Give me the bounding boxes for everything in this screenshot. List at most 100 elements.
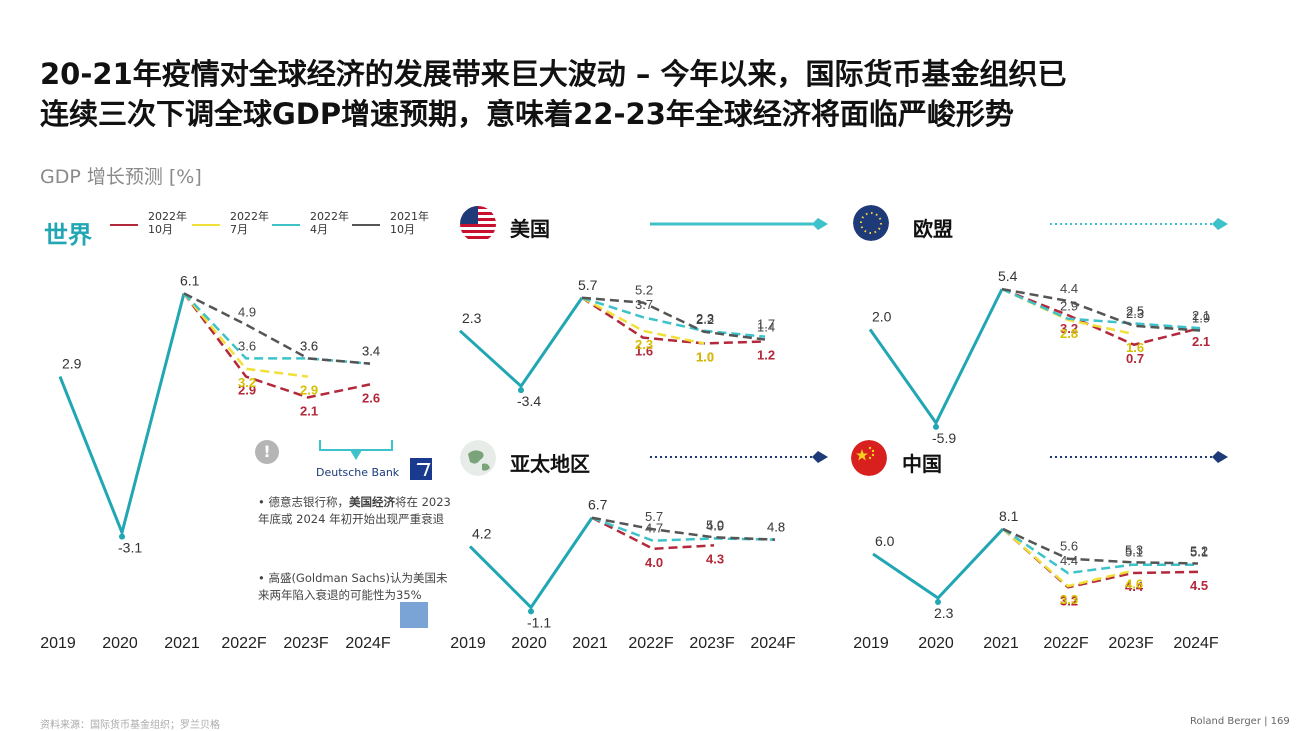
series-value-label: 4.8 — [767, 520, 785, 535]
history-value-label: 6.7 — [588, 497, 608, 513]
eu-arrow-head — [1212, 218, 1228, 230]
x-tick-label: 2020 — [102, 635, 138, 652]
series-value-label: 2.5 — [1126, 303, 1144, 318]
series-value-label: 1.0 — [696, 349, 714, 364]
history-value-label: -3.1 — [118, 540, 142, 556]
history-value-label: 2.0 — [872, 308, 892, 324]
us-label: 美国 — [510, 217, 550, 241]
series-value-label: 1.2 — [757, 347, 775, 362]
history-value-label: 4.2 — [472, 525, 492, 541]
series-value-label: 5.2 — [1190, 544, 1208, 559]
apac-globe-icon — [460, 440, 496, 476]
series-value-label: 2.6 — [362, 390, 380, 405]
legend-swatch — [272, 224, 300, 226]
history-value-label: 6.1 — [180, 272, 200, 288]
eu-flag-icon — [853, 205, 889, 241]
series-value-label: 3.6 — [238, 338, 256, 353]
series-value-label: 5.7 — [645, 509, 663, 524]
series-value-label: 3.4 — [362, 344, 380, 359]
series-value-label: 4.0 — [645, 555, 663, 570]
exclamation-icon: ! — [255, 440, 279, 464]
x-tick-label: 2022F — [628, 635, 674, 652]
series-line — [1001, 287, 1201, 332]
us-flag-icon — [460, 206, 496, 242]
note1-bold: 美国经济 — [348, 495, 395, 509]
series-value-label: 2.2 — [696, 312, 714, 327]
history-value-label: 2.3 — [934, 605, 954, 621]
us-arrow-head — [812, 218, 828, 230]
series-value-label: 2.8 — [1060, 326, 1078, 341]
legend-swatch — [352, 224, 380, 226]
series-value-label: 4.8 — [767, 520, 785, 535]
history-value-label: -5.9 — [932, 430, 956, 446]
legend-swatch — [110, 224, 138, 226]
x-tick-label: 2021 — [983, 635, 1019, 652]
series-line — [581, 296, 766, 338]
series-value-label: 1.0 — [696, 349, 714, 364]
series-value-label: 1.6 — [1126, 340, 1144, 355]
x-tick-label: 2020 — [511, 635, 547, 652]
series-value-label: 1.6 — [635, 344, 653, 359]
series-line — [1002, 527, 1199, 565]
series-value-label: 4.5 — [1190, 578, 1208, 593]
china-arrow-head — [1212, 451, 1228, 463]
series-value-label: 4.4 — [1060, 553, 1078, 568]
series-value-label: 4.9 — [238, 305, 256, 320]
series-value-label: 2.1 — [300, 403, 318, 418]
series-line — [182, 292, 371, 399]
series-value-label: 2.1 — [1192, 308, 1210, 323]
series-line — [183, 292, 371, 365]
note-bracket-arrow — [350, 450, 362, 460]
series-value-label: 1.4 — [757, 320, 775, 335]
series-value-label: 1.7 — [757, 317, 775, 332]
series-value-label: 5.1 — [1125, 545, 1143, 560]
series-line — [591, 516, 776, 542]
legend-swatch — [192, 224, 220, 226]
series-value-label: 5.6 — [1060, 539, 1078, 554]
series-value-label: 4.3 — [706, 551, 724, 566]
series-line — [1002, 527, 1198, 575]
series-value-label: 3.2 — [1060, 593, 1078, 608]
x-tick-label: 2024F — [750, 635, 796, 652]
apac-arrow-head — [812, 451, 828, 463]
history-line — [872, 527, 1005, 601]
legend-label: 2022年 4月 — [310, 210, 349, 236]
legend-label: 2022年 10月 — [148, 210, 187, 236]
eu-label: 欧盟 — [913, 217, 953, 241]
series-value-label: 2.1 — [1192, 334, 1210, 349]
history-line — [468, 516, 594, 610]
series-value-label: 4.9 — [706, 518, 724, 533]
series-value-label: 5.0 — [706, 517, 724, 532]
series-value-label: 3.6 — [300, 338, 318, 353]
history-value-label: -3.4 — [517, 393, 541, 409]
series-value-label: 2.3 — [635, 337, 653, 352]
series-value-label: 2.9 — [238, 383, 256, 398]
history-value-label: 6.0 — [875, 533, 895, 549]
series-value-label: 4.4 — [1125, 579, 1144, 594]
x-tick-label: 2019 — [853, 635, 889, 652]
page-title: 20-21年疫情对全球经济的发展带来巨大波动 – 今年以来，国际货币基金组织已 … — [40, 54, 1280, 134]
x-tick-label: 2021 — [164, 635, 200, 652]
history-min-marker — [119, 533, 125, 540]
series-line — [1001, 287, 1201, 347]
x-tick-label: 2019 — [450, 635, 486, 652]
x-tick-label: 2024F — [345, 635, 391, 652]
series-value-label: 0.7 — [1126, 351, 1144, 366]
series-value-label: 2.3 — [696, 311, 714, 326]
note-bracket — [319, 440, 393, 451]
series-line — [1002, 528, 1134, 588]
series-line — [591, 516, 715, 551]
history-value-label: -1.1 — [527, 614, 551, 630]
series-value-label: 3.4 — [362, 344, 380, 359]
history-line — [868, 288, 1004, 426]
footer-page: Roland Berger | 169 — [1190, 716, 1290, 727]
x-tick-label: 2020 — [918, 635, 954, 652]
series-value-label: 5.2 — [635, 283, 653, 298]
x-tick-label: 2022F — [221, 635, 267, 652]
history-min-marker — [518, 387, 524, 394]
history-value-label: 8.1 — [999, 508, 1019, 524]
series-line — [591, 516, 776, 541]
history-min-marker — [528, 608, 534, 615]
x-tick-label: 2019 — [40, 635, 76, 652]
